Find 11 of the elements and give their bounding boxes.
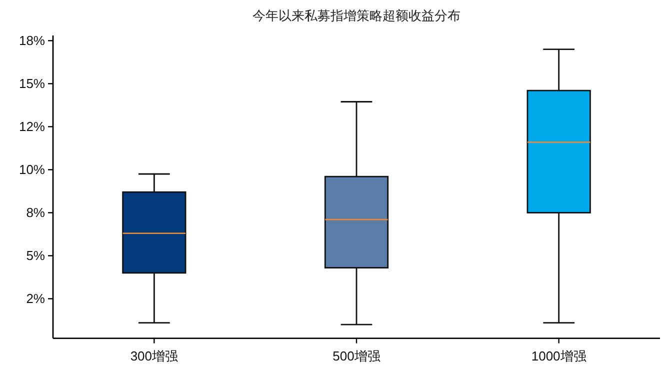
chart-title: 今年以来私募指增策略超额收益分布 [252,9,460,24]
y-tick-label: 12% [18,119,46,134]
y-tick-label: 8% [26,205,46,220]
y-tick-label: 18% [18,33,46,48]
x-tick-label: 300增强 [130,348,178,364]
y-tick-label: 10% [18,162,46,178]
y-tick-label: 5% [26,248,46,264]
y-tick-label: 2% [26,291,46,306]
y-tick-label: 15% [18,76,46,92]
x-tick-label: 1000增强 [531,348,586,364]
x-tick-label: 500增强 [332,348,380,364]
